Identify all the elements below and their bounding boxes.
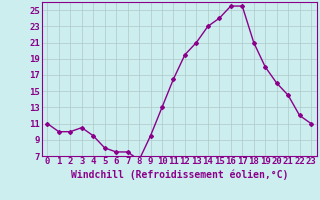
X-axis label: Windchill (Refroidissement éolien,°C): Windchill (Refroidissement éolien,°C)	[70, 169, 288, 180]
